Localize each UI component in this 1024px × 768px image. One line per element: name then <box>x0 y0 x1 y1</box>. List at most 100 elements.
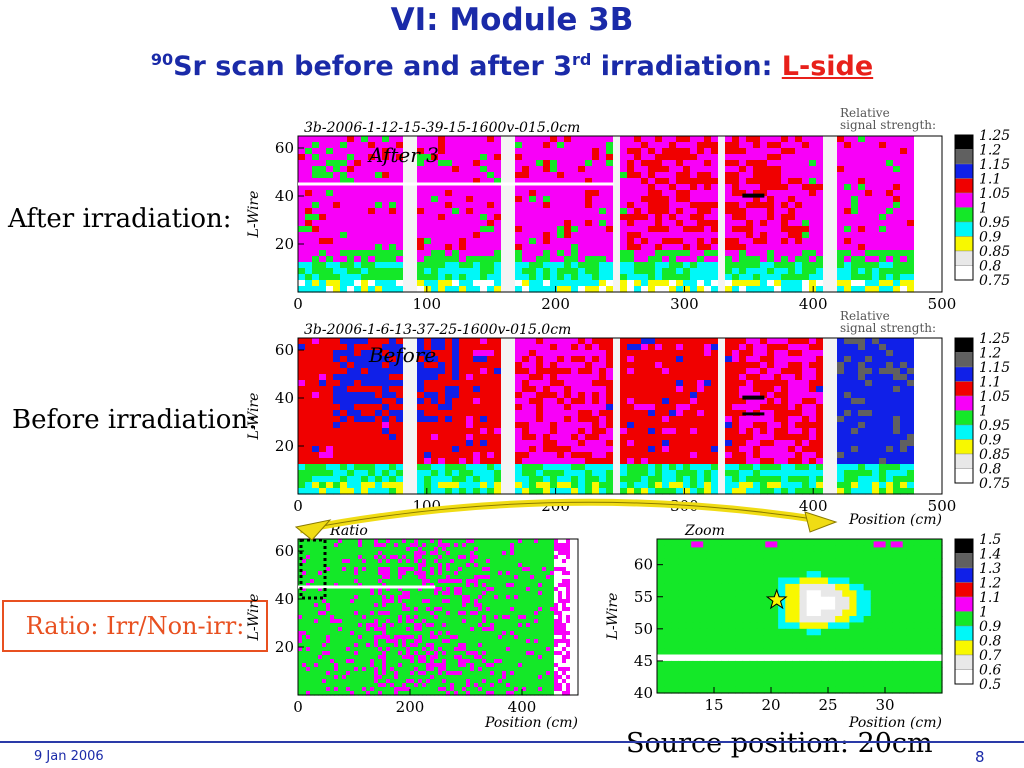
heatmap-cell <box>473 476 481 483</box>
heatmap-cell <box>725 148 733 155</box>
heatmap-cell <box>417 398 425 405</box>
heatmap-cell <box>333 136 341 143</box>
heatmap-cell <box>312 190 320 197</box>
heatmap-cell <box>459 464 467 471</box>
heatmap-cell <box>620 172 628 179</box>
heatmap-cell <box>907 350 915 357</box>
heatmap-cell <box>753 374 761 381</box>
heatmap-cell <box>340 208 348 215</box>
heatmap-cell <box>354 280 362 287</box>
heatmap-cell <box>319 268 327 275</box>
heatmap-cell <box>424 256 432 263</box>
heatmap-cell <box>823 280 831 287</box>
heatmap-cell <box>417 482 425 489</box>
heatmap-cell <box>697 434 705 441</box>
heatmap-cell <box>347 374 355 381</box>
heatmap-cell <box>641 196 649 203</box>
heatmap-cell <box>732 368 740 375</box>
heatmap-cell <box>522 416 530 423</box>
subtitle-link-lside[interactable]: L-side <box>781 51 874 82</box>
heatmap-cell <box>501 392 509 399</box>
heatmap-cell <box>746 476 754 483</box>
heatmap-cell <box>515 184 523 191</box>
heatmap-cell <box>900 136 908 143</box>
heatmap-cell <box>305 208 313 215</box>
heatmap-cell <box>571 238 579 245</box>
heatmap-cell <box>459 262 467 269</box>
heatmap-cell <box>816 452 824 459</box>
heatmap-cell <box>837 464 845 471</box>
heatmap-cell <box>697 208 705 215</box>
heatmap-cell <box>739 398 747 405</box>
heatmap-cell <box>550 374 558 381</box>
heatmap-cell <box>508 172 516 179</box>
heatmap-cell <box>298 410 306 417</box>
heatmap-cell <box>473 286 481 293</box>
heatmap-cell <box>760 488 768 495</box>
heatmap-cell <box>641 214 649 221</box>
heatmap-cell <box>816 428 824 435</box>
heatmap-cell <box>893 220 901 227</box>
heatmap-cell <box>564 142 572 149</box>
heatmap-cell <box>690 274 698 281</box>
heatmap-cell <box>704 374 712 381</box>
heatmap-cell <box>354 482 362 489</box>
heatmap-cell <box>347 178 355 185</box>
heatmap-cell <box>403 380 411 387</box>
heatmap-cell <box>445 380 453 387</box>
heatmap-cell <box>837 208 845 215</box>
heatmap-cell <box>641 220 649 227</box>
heatmap-cell <box>704 380 712 387</box>
heatmap-cell <box>774 392 782 399</box>
heatmap-cell <box>935 226 943 233</box>
heatmap-cell <box>298 452 306 459</box>
heatmap-cell <box>837 488 845 495</box>
heatmap-cell <box>347 392 355 399</box>
heatmap-cell <box>837 356 845 363</box>
heatmap-cell <box>662 136 670 143</box>
heatmap-cell <box>305 410 313 417</box>
heatmap-cell <box>396 196 404 203</box>
heatmap-cell <box>543 154 551 161</box>
heatmap-cell <box>634 148 642 155</box>
heatmap-cell <box>592 220 600 227</box>
heatmap-cell <box>655 238 663 245</box>
heatmap-cell <box>781 338 789 345</box>
heatmap-cell <box>872 190 880 197</box>
heatmap-cell <box>746 232 754 239</box>
heatmap-cell <box>305 286 313 293</box>
heatmap-cell <box>571 160 579 167</box>
heatmap-cell <box>529 172 537 179</box>
heatmap-cell <box>543 434 551 441</box>
heatmap-cell <box>333 214 341 221</box>
heatmap-cell <box>326 422 334 429</box>
heatmap-cell <box>326 386 334 393</box>
heatmap-cell <box>354 539 359 544</box>
heatmap-cell <box>823 362 831 369</box>
heatmap-cell <box>312 220 320 227</box>
heatmap-cell <box>417 488 425 495</box>
heatmap-cell <box>662 398 670 405</box>
heatmap-cell <box>921 374 929 381</box>
heatmap-cell <box>858 362 866 369</box>
heatmap-cell <box>914 476 922 483</box>
heatmap-cell <box>837 392 845 399</box>
heatmap-cell <box>928 344 936 351</box>
heatmap-cell <box>697 142 705 149</box>
heatmap-cell <box>431 232 439 239</box>
heatmap-cell <box>900 488 908 495</box>
heatmap-cell <box>606 404 614 411</box>
heatmap-cell <box>340 214 348 221</box>
heatmap-cell <box>557 470 565 477</box>
heatmap-cell <box>417 374 425 381</box>
heatmap-cell <box>466 160 474 167</box>
heatmap-cell <box>620 214 628 221</box>
heatmap-cell <box>522 476 530 483</box>
heatmap-cell <box>333 422 341 429</box>
heatmap-cell <box>704 196 712 203</box>
heatmap-cell <box>655 262 663 269</box>
heatmap-cell <box>487 172 495 179</box>
heatmap-cell <box>536 422 544 429</box>
heatmap-cell <box>613 142 621 149</box>
heatmap-cell <box>564 136 572 143</box>
